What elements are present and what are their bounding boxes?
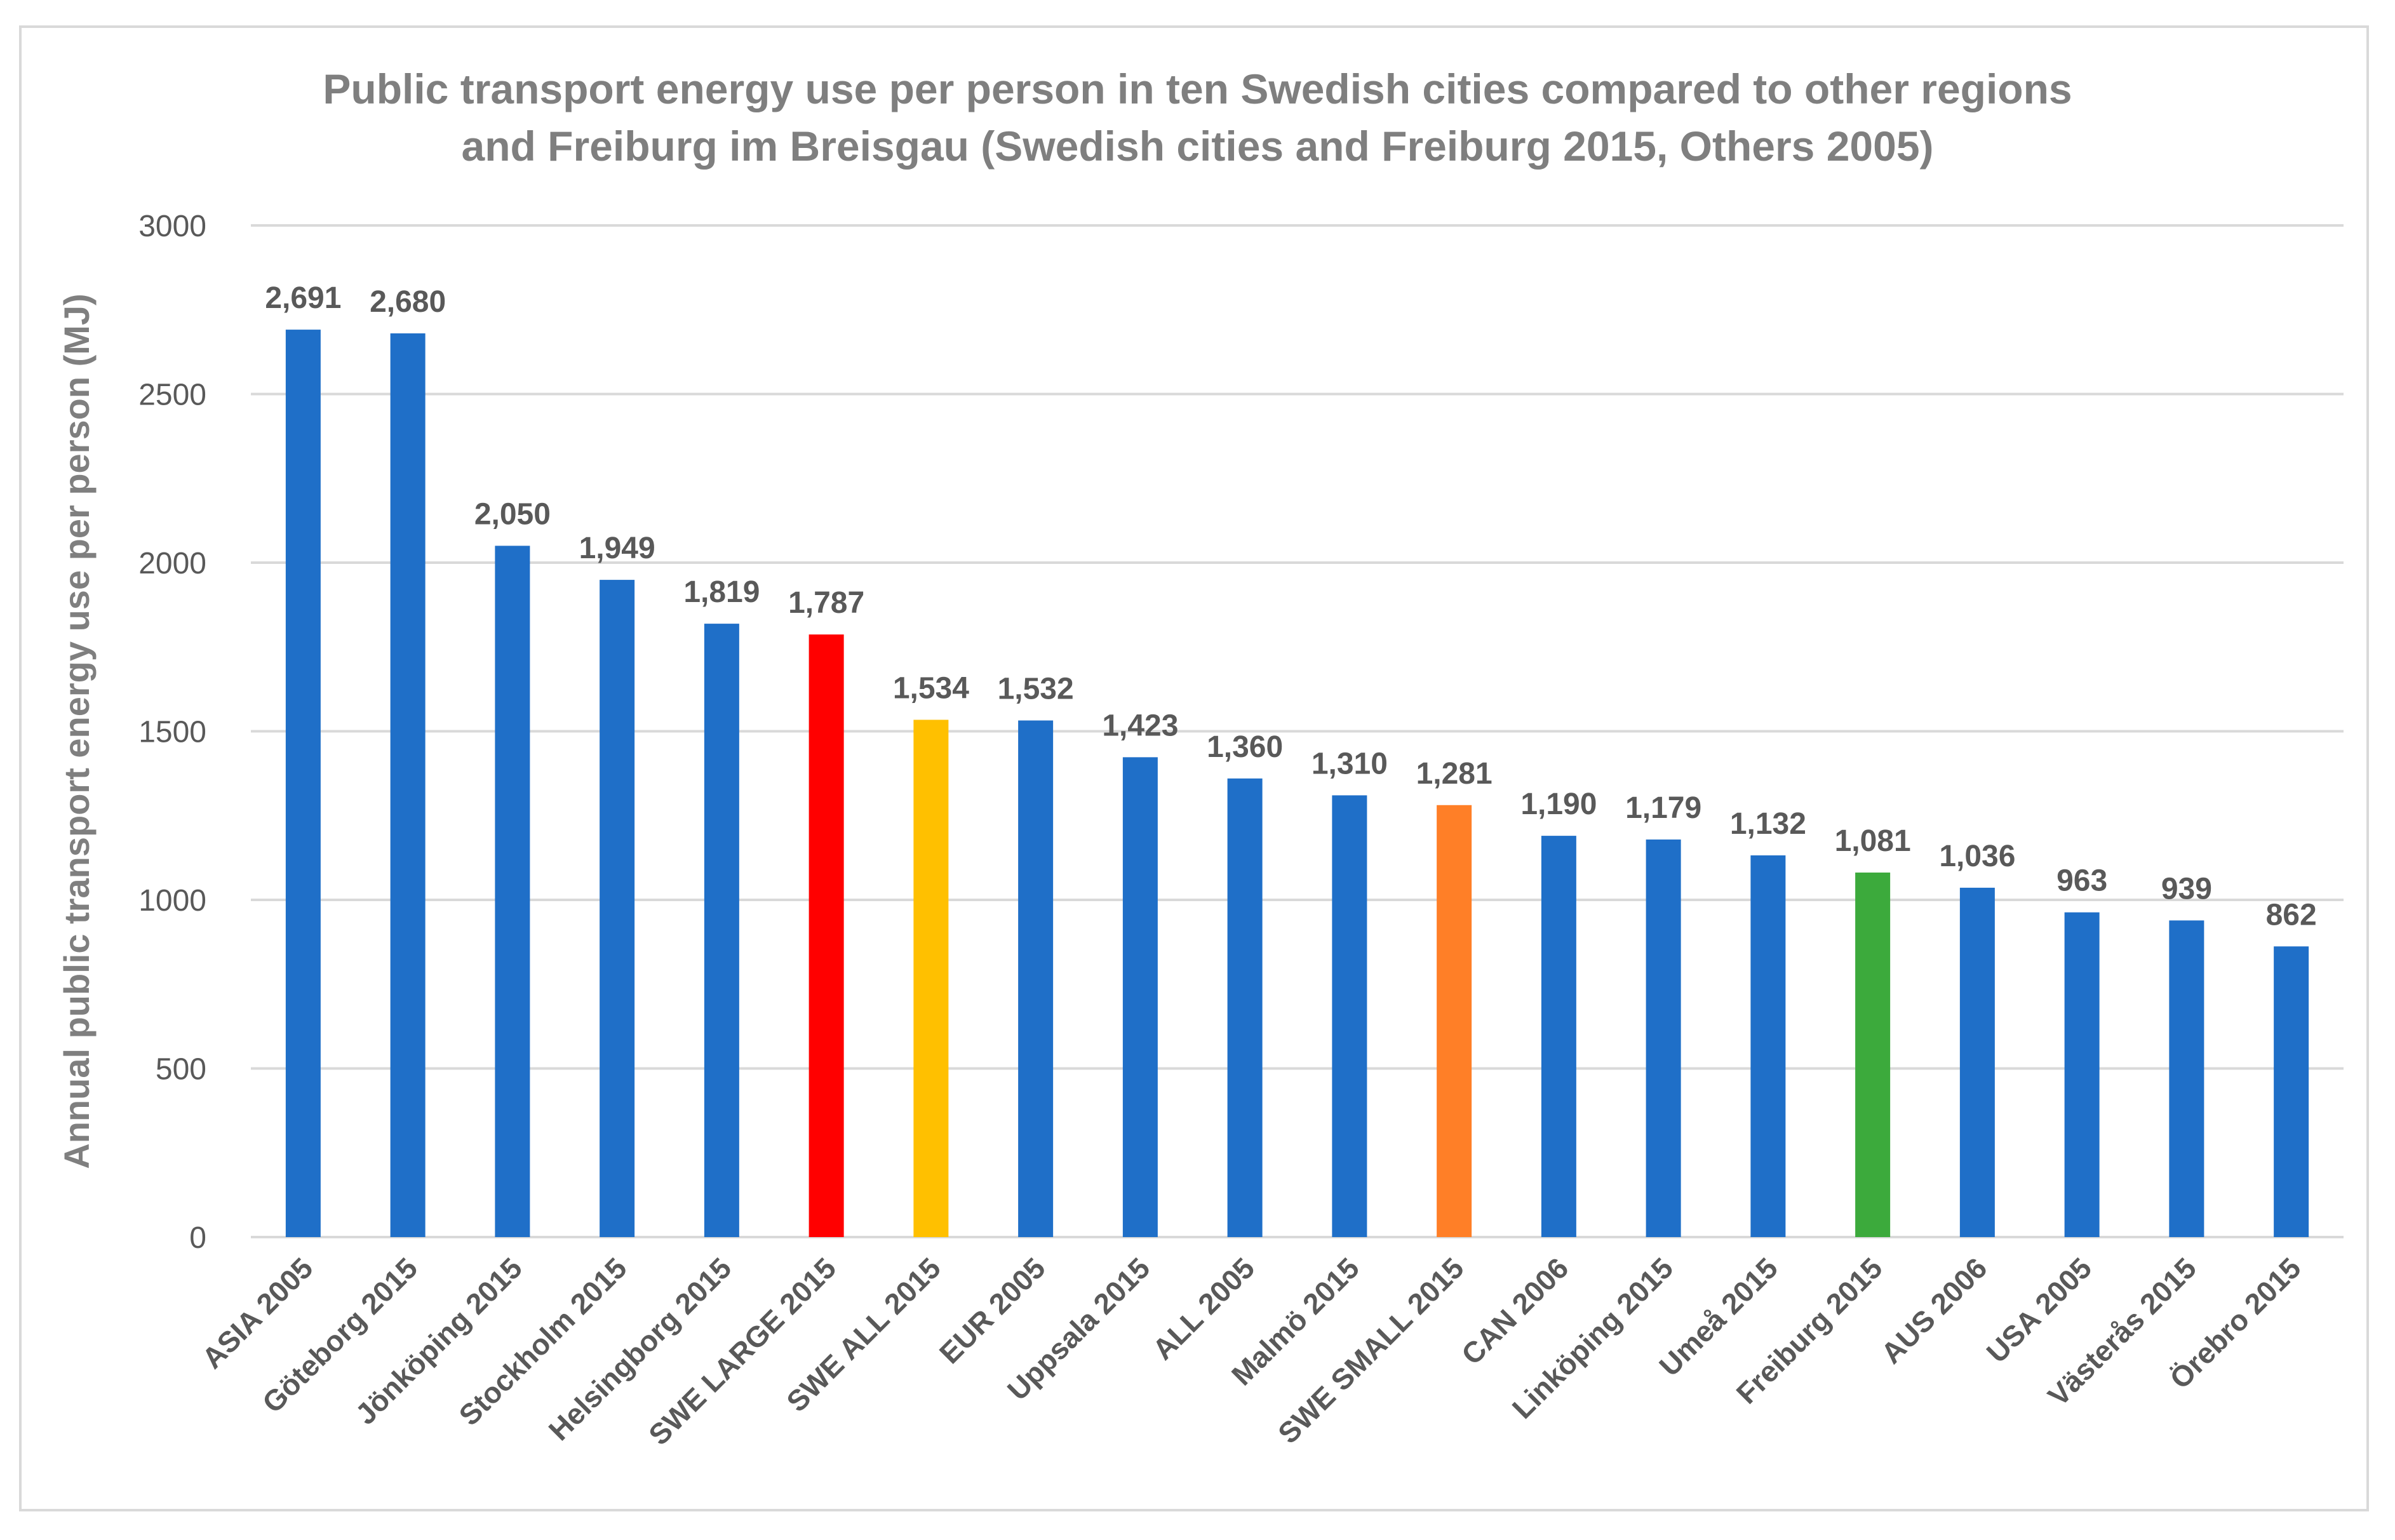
bar bbox=[1018, 720, 1054, 1237]
chart-title-line-1: Public transport energy use per person i… bbox=[323, 65, 2072, 112]
data-label: 2,680 bbox=[370, 285, 446, 319]
chart-title-line-2: and Freiburg im Breisgau (Swedish cities… bbox=[461, 123, 1934, 170]
category-label: ALL 2005 bbox=[1146, 1251, 1261, 1366]
y-tick-label: 1000 bbox=[138, 884, 206, 918]
data-label: 2,691 bbox=[265, 281, 341, 315]
bar bbox=[2064, 912, 2100, 1237]
category-label: Helsingborg 2015 bbox=[542, 1251, 738, 1447]
bar bbox=[2169, 920, 2204, 1237]
data-label: 963 bbox=[2056, 864, 2107, 898]
bar bbox=[285, 330, 321, 1237]
category-label: AUS 2006 bbox=[1875, 1251, 1994, 1370]
bar bbox=[600, 580, 635, 1237]
data-label: 1,281 bbox=[1416, 757, 1493, 791]
bar bbox=[808, 634, 844, 1237]
y-tick-label: 3000 bbox=[138, 210, 206, 243]
bar bbox=[1227, 778, 1263, 1237]
y-tick-label: 1500 bbox=[138, 716, 206, 749]
bar bbox=[2274, 946, 2309, 1237]
category-label: SWE SMALL 2015 bbox=[1271, 1251, 1470, 1450]
data-label: 1,534 bbox=[893, 671, 969, 705]
data-labels: 2,691 2,680 2,050 1,949 1,819 1,787 1,534 1,532… bbox=[265, 281, 2316, 932]
data-label: 1,190 bbox=[1520, 787, 1597, 821]
data-label: 1,179 bbox=[1625, 791, 1701, 825]
y-tick-label: 0 bbox=[189, 1221, 206, 1255]
category-label: SWE LARGE 2015 bbox=[642, 1251, 842, 1451]
bars bbox=[285, 330, 2309, 1238]
y-axis-ticks: 0 500 1000 1500 2000 2500 3000 bbox=[138, 210, 206, 1255]
data-label: 1,310 bbox=[1312, 747, 1388, 780]
y-axis-title: Annual public transport energy use per p… bbox=[57, 293, 97, 1168]
y-tick-label: 500 bbox=[156, 1053, 206, 1087]
gridlines bbox=[251, 224, 2344, 1238]
bar bbox=[1750, 855, 1786, 1237]
data-label: 1,081 bbox=[1835, 824, 1911, 858]
bar bbox=[1332, 795, 1367, 1237]
y-tick-label: 2500 bbox=[138, 378, 206, 412]
data-label: 862 bbox=[2266, 898, 2317, 932]
data-label: 1,819 bbox=[683, 575, 760, 609]
bar bbox=[1122, 757, 1158, 1237]
bar bbox=[495, 546, 530, 1238]
data-label: 1,787 bbox=[788, 586, 864, 620]
bar bbox=[704, 624, 739, 1237]
bar bbox=[1959, 887, 1995, 1237]
data-label: 939 bbox=[2161, 872, 2212, 906]
bar bbox=[1541, 836, 1576, 1237]
y-tick-label: 2000 bbox=[138, 547, 206, 580]
data-label: 1,949 bbox=[579, 532, 655, 565]
data-label: 1,036 bbox=[1939, 840, 2015, 873]
data-label: 1,132 bbox=[1730, 807, 1806, 841]
chart-title: Public transport energy use per person i… bbox=[0, 60, 2395, 175]
bar bbox=[913, 720, 949, 1237]
bar bbox=[390, 333, 426, 1238]
data-label: 1,360 bbox=[1207, 730, 1283, 764]
data-label: 1,423 bbox=[1102, 709, 1178, 742]
bar bbox=[1855, 872, 1891, 1237]
bar bbox=[1437, 805, 1472, 1237]
data-label: 2,050 bbox=[474, 497, 551, 531]
data-label: 1,532 bbox=[998, 673, 1074, 706]
bar bbox=[1646, 839, 1681, 1237]
